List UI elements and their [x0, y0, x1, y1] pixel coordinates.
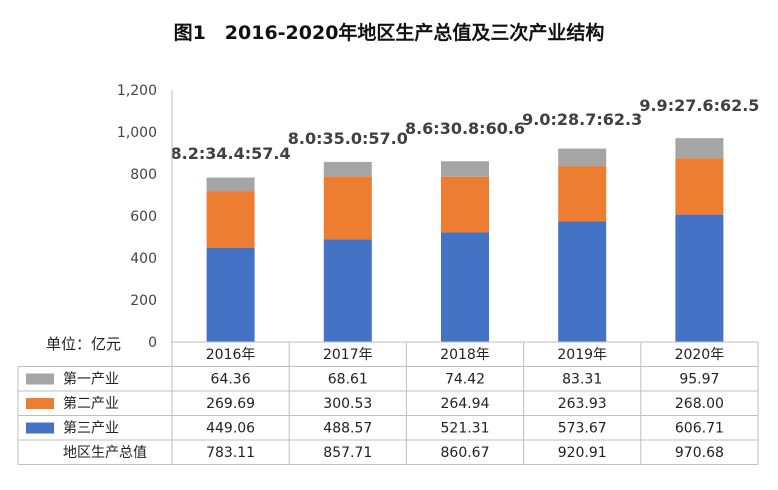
table-cell: 970.68 — [675, 445, 724, 461]
ratio-label: 8.0:35.0:57.0 — [288, 129, 408, 148]
ratio-label: 9.0:28.7:62.3 — [522, 110, 642, 129]
legend-label: 地区生产总值 — [63, 445, 147, 461]
category-label: 2019年 — [557, 347, 607, 363]
bars — [206, 138, 724, 342]
table-cell: 606.71 — [675, 421, 724, 437]
category-label: 2018年 — [440, 347, 490, 363]
bar-segment — [441, 161, 489, 177]
table-cell: 488.57 — [323, 421, 372, 437]
table-cell: 68.61 — [328, 372, 368, 388]
table-cell: 783.11 — [206, 445, 255, 461]
unit-label: 单位：亿元 — [46, 335, 121, 353]
legend-label: 第三产业 — [63, 420, 119, 437]
y-tick-label: 400 — [130, 251, 157, 267]
bar-segment — [675, 138, 724, 159]
bar-segment — [558, 166, 607, 222]
category-label: 2016年 — [206, 347, 256, 363]
ratio-label: 9.9:27.6:62.5 — [639, 96, 759, 115]
table-cell: 857.71 — [323, 445, 372, 461]
y-tick-label: 600 — [130, 209, 157, 225]
table-cell: 263.93 — [558, 396, 607, 412]
table-cell: 300.53 — [323, 396, 372, 412]
table-cell: 83.31 — [562, 372, 602, 388]
y-axis: 0 200 400 600 800 1,000 1,200 — [117, 83, 157, 351]
legend-label: 第一产业 — [63, 371, 119, 388]
table-cell: 521.31 — [441, 421, 490, 437]
category-label: 2017年 — [323, 347, 373, 363]
y-tick-label: 200 — [130, 293, 157, 309]
table-cell: 268.00 — [675, 396, 724, 412]
bar-segment — [323, 176, 372, 240]
ratio-labels: 8.2:34.4:57.48.0:35.0:57.08.6:30.8:60.69… — [171, 96, 760, 163]
table-cell: 860.67 — [441, 445, 490, 461]
bar-segment — [558, 148, 607, 167]
table-cell: 95.97 — [679, 372, 719, 388]
table-cell: 269.69 — [206, 396, 255, 412]
ratio-label: 8.6:30.8:60.6 — [405, 119, 525, 138]
table-cell: 449.06 — [206, 421, 255, 437]
bar-segment — [675, 214, 724, 342]
y-tick-label: 0 — [148, 335, 157, 351]
bar-segment — [206, 191, 255, 248]
chart-title: 图1 2016-2020年地区生产总值及三次产业结构 — [174, 21, 605, 44]
bar-segment — [441, 176, 489, 233]
bar-segment — [206, 177, 255, 192]
y-tick-label: 800 — [130, 167, 157, 183]
y-tick-label: 1,200 — [117, 83, 157, 99]
ratio-label: 8.2:34.4:57.4 — [171, 144, 291, 163]
table-cell: 264.94 — [441, 396, 490, 412]
category-label: 2020年 — [675, 347, 725, 363]
legend-key — [26, 422, 54, 434]
y-tick-label: 1,000 — [117, 125, 157, 141]
legend-key — [26, 398, 54, 409]
table-cell: 64.36 — [211, 372, 251, 388]
bar-segment — [558, 221, 607, 342]
table-cell: 920.91 — [558, 445, 607, 461]
table-cell: 573.67 — [558, 421, 607, 437]
bar-segment — [323, 239, 372, 342]
table-cell: 74.42 — [445, 372, 485, 388]
legend-key — [26, 373, 54, 385]
bar-segment — [206, 247, 255, 342]
bar-segment — [441, 232, 489, 342]
bar-segment — [675, 158, 724, 215]
bar-segment — [323, 161, 372, 177]
legend-label: 第二产业 — [63, 395, 119, 412]
